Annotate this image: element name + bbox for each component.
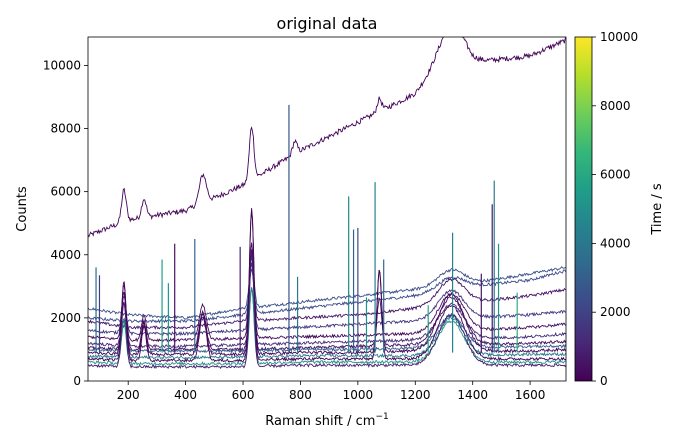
- series-line-3: [88, 268, 566, 324]
- series-line-14: [88, 252, 566, 370]
- colorbar-label: Time / s: [650, 183, 665, 235]
- y-tick-label: 8000: [50, 122, 81, 136]
- colorbar-tick-label: 8000: [600, 99, 631, 113]
- series-layer: [88, 37, 566, 370]
- colorbar-tick-label: 10000: [600, 30, 638, 44]
- colorbar-tick-label: 0: [600, 374, 608, 388]
- x-tick-label: 400: [174, 388, 197, 402]
- y-tick-label: 4000: [50, 248, 81, 262]
- colorbar: [574, 36, 593, 382]
- plot-frame: [87, 36, 567, 382]
- chart-title: original data: [277, 14, 378, 33]
- series-line-2: [88, 257, 566, 320]
- x-axis-label-main: Raman shift / cm: [265, 414, 375, 429]
- y-tick-label: 10000: [43, 58, 81, 72]
- y-tick-label: 0: [73, 374, 81, 388]
- x-tick-label: 200: [117, 388, 140, 402]
- x-axis-label: Raman shift / cm−1: [265, 412, 389, 429]
- series-line-8: [88, 242, 566, 352]
- x-tick-label: 1600: [515, 388, 546, 402]
- x-tick-label: 600: [232, 388, 255, 402]
- series-line-6: [88, 249, 566, 343]
- x-axis: 200 400 600 800 1000 1200 1400 1600: [117, 381, 546, 402]
- y-axis-label: Counts: [15, 186, 30, 232]
- series-line-7: [88, 262, 566, 349]
- series-line-4: [88, 262, 566, 330]
- series-line-13: [88, 288, 566, 367]
- x-tick-label: 1200: [400, 388, 431, 402]
- series-line-11: [88, 286, 566, 360]
- series-line-1: [88, 37, 566, 238]
- x-tick-label: 1000: [343, 388, 374, 402]
- y-axis: 0 2000 4000 6000 8000 10000: [43, 58, 88, 388]
- series-line-9: [88, 287, 566, 354]
- colorbar-axis: 0 2000 4000 6000 8000 10000: [592, 30, 638, 388]
- colorbar-tick-label: 6000: [600, 168, 631, 182]
- series-line-5: [88, 257, 566, 337]
- spike-layer: [95, 104, 518, 353]
- y-tick-label: 6000: [50, 185, 81, 199]
- series-line-10: [88, 211, 566, 358]
- x-tick-label: 1400: [457, 388, 488, 402]
- colorbar-tick-label: 2000: [600, 305, 631, 319]
- x-axis-label-exponent: −1: [375, 412, 388, 422]
- colorbar-tick-label: 4000: [600, 236, 631, 250]
- y-tick-label: 2000: [50, 311, 81, 325]
- series-line-12: [88, 208, 566, 364]
- x-tick-label: 800: [289, 388, 312, 402]
